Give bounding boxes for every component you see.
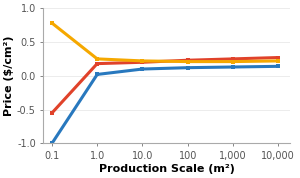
Y-axis label: Price ($/cm²): Price ($/cm²) — [4, 36, 14, 116]
X-axis label: Production Scale (m²): Production Scale (m²) — [99, 164, 235, 174]
